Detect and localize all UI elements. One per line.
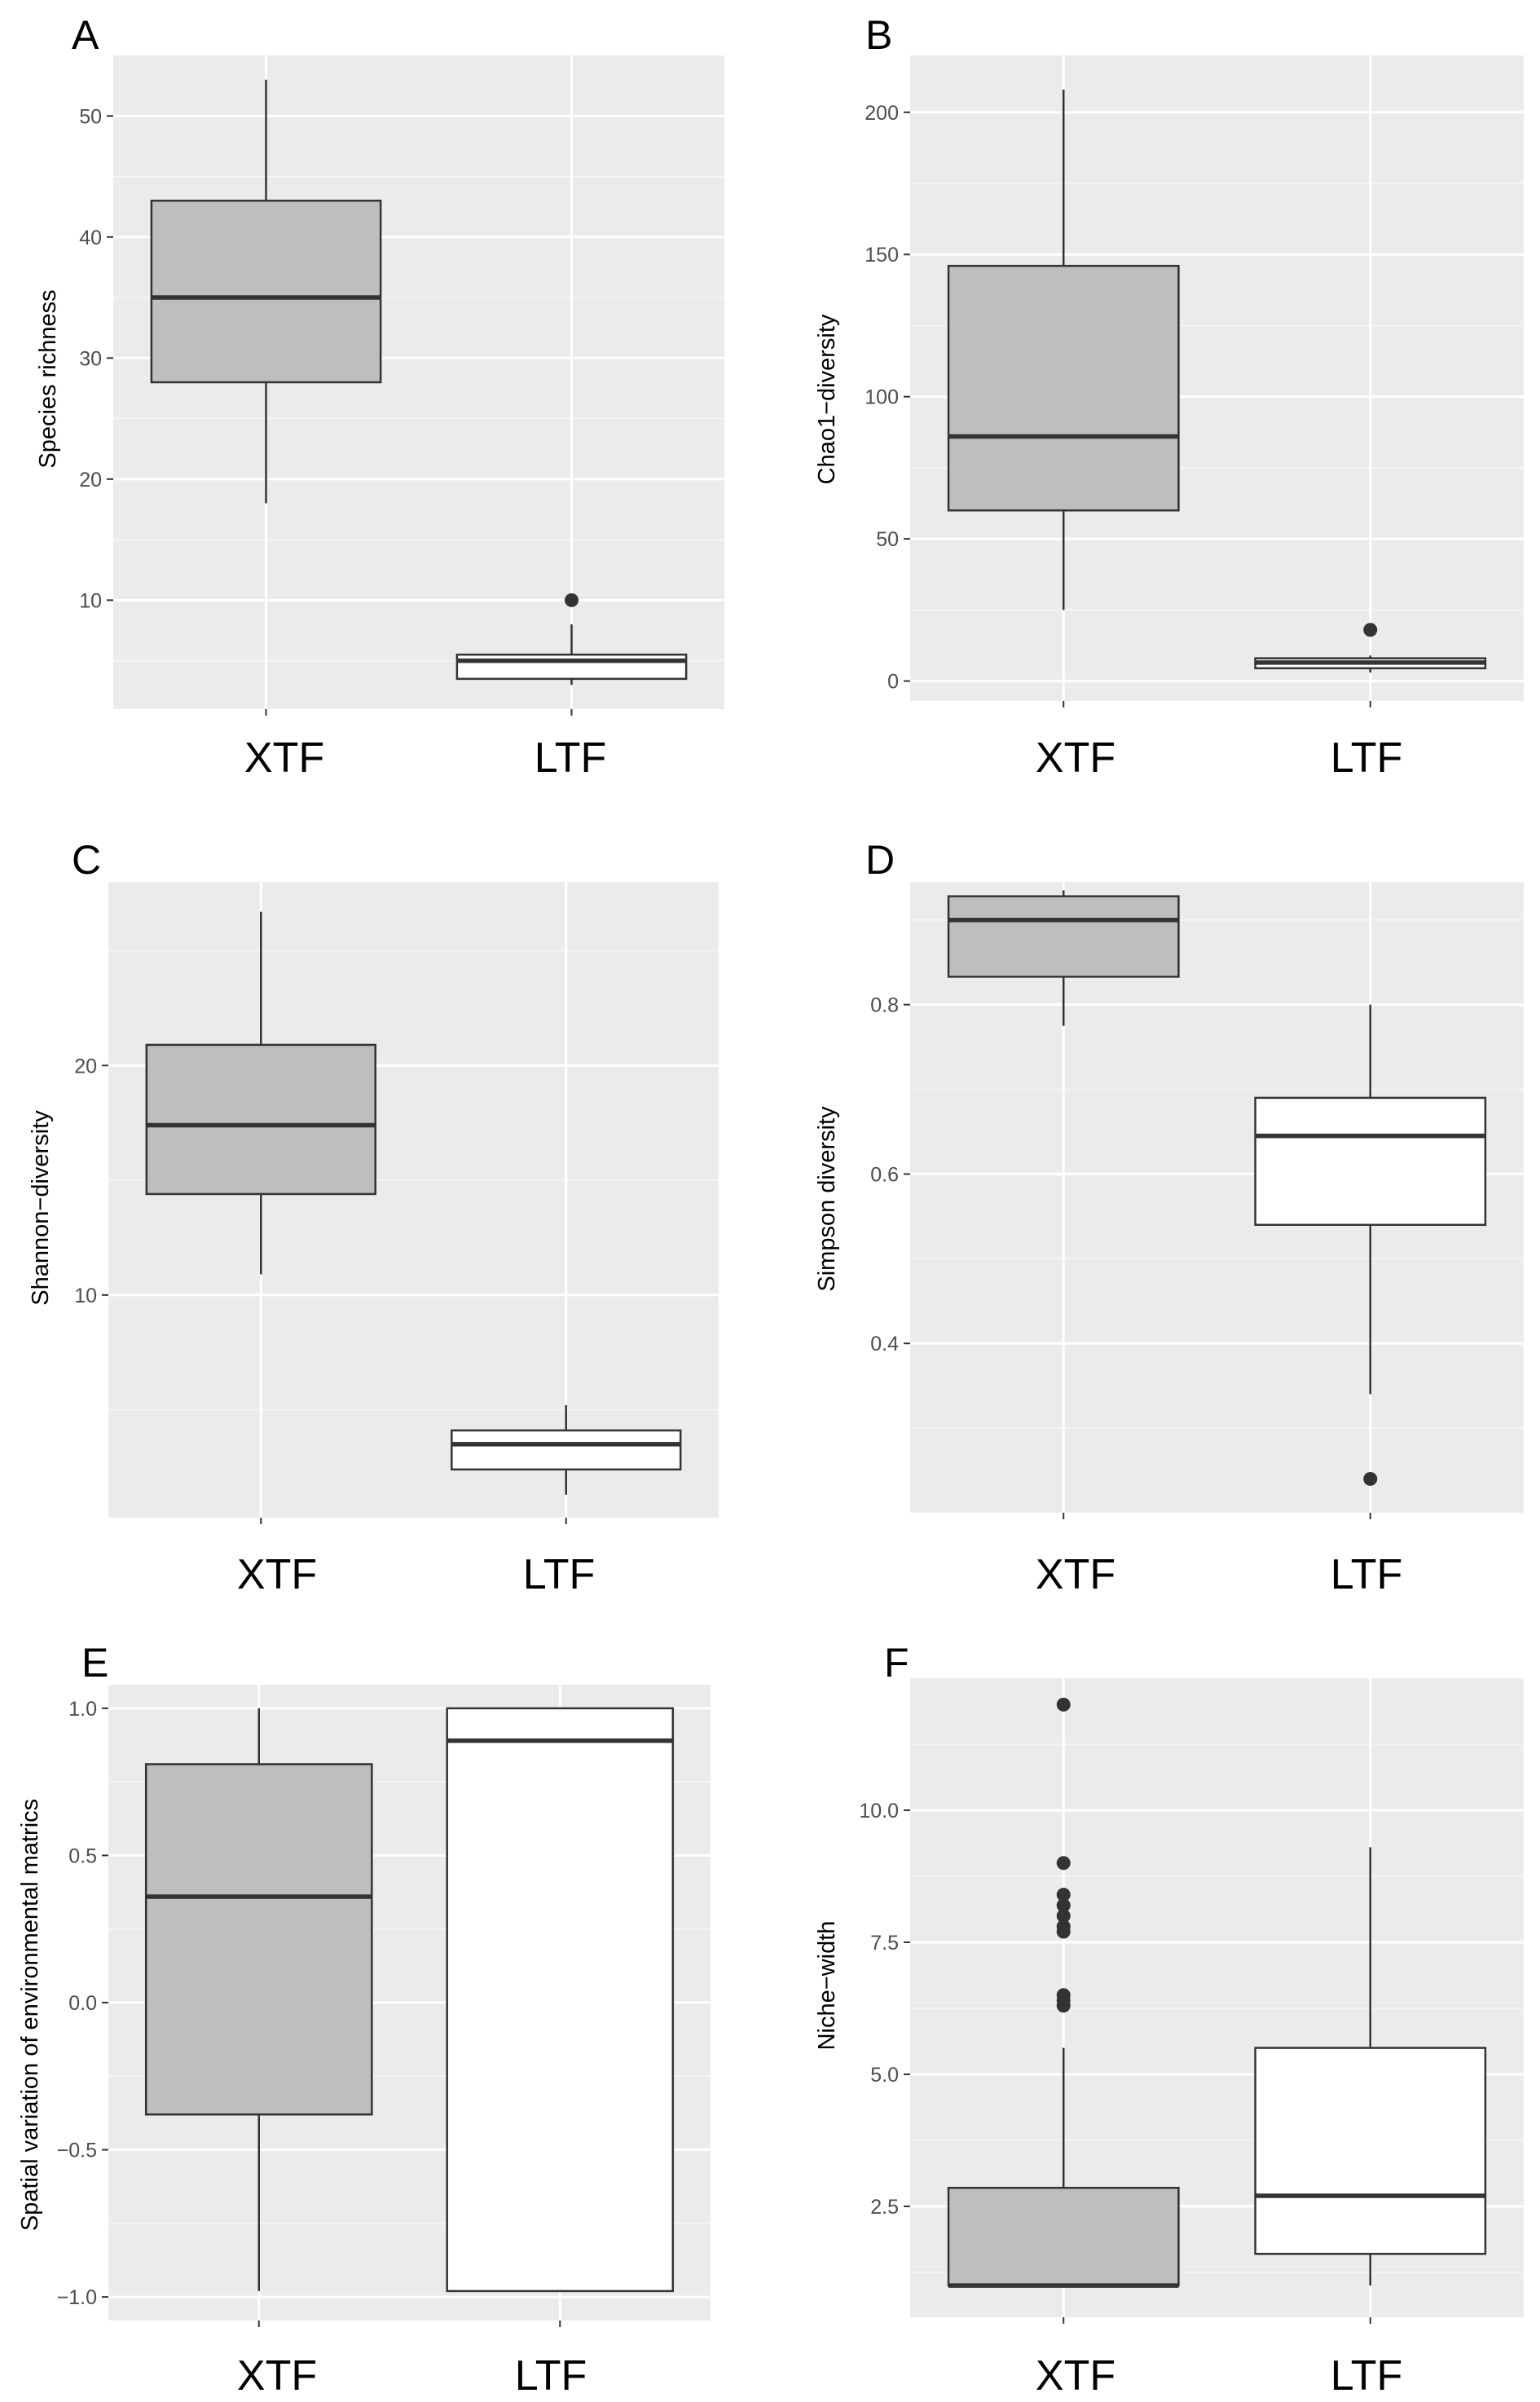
y-axis-label-e: Spatial variation of environmental matri… xyxy=(17,1799,43,2231)
y-tick-label-e-0: −1.0 xyxy=(57,2286,97,2309)
box-a-xtf xyxy=(150,199,382,384)
box-d-xtf xyxy=(947,895,1180,978)
y-tick-label-b-0: 0 xyxy=(887,671,899,694)
y-tick-label-b-3: 150 xyxy=(865,244,899,267)
box-c-xtf xyxy=(145,1043,376,1196)
y-tick-label-f-1: 5.0 xyxy=(870,2064,899,2087)
y-tick-label-e-3: 0.5 xyxy=(68,1844,97,1867)
outlier-point-a-ltf-0 xyxy=(565,593,579,607)
y-tick-label-d-1: 0.6 xyxy=(870,1163,899,1186)
x-category-label-c-xtf: XTF xyxy=(237,1551,317,1598)
x-category-label-c-ltf: LTF xyxy=(523,1551,596,1598)
panel-f: F *** Niche−width 2.55.07.510.0 XTF LTF xyxy=(814,1640,1524,2400)
y-tick-label-a-2: 30 xyxy=(79,347,102,370)
panel-letter-d: D xyxy=(865,837,895,883)
y-tick-label-e-1: −0.5 xyxy=(57,2140,97,2162)
y-tick-label-e-2: 0.0 xyxy=(68,1992,97,2015)
x-category-label-b-xtf: XTF xyxy=(1036,734,1115,782)
box-e-ltf xyxy=(446,1707,675,2293)
outlier-point-f-xtf-5 xyxy=(1056,1909,1071,1924)
x-category-label-a-xtf: XTF xyxy=(244,734,324,782)
y-tick-label-f-3: 10.0 xyxy=(859,1800,899,1822)
y-tick-label-b-1: 50 xyxy=(876,528,899,551)
x-category-label-d-ltf: LTF xyxy=(1331,1551,1403,1598)
box-a-ltf xyxy=(455,653,688,681)
x-category-label-d-xtf: XTF xyxy=(1036,1551,1115,1598)
x-category-label-b-ltf: LTF xyxy=(1331,734,1403,782)
box-d-ltf xyxy=(1254,1096,1487,1227)
panel-letter-c: C xyxy=(72,837,101,883)
y-tick-label-b-4: 200 xyxy=(865,102,899,125)
panel-background-c xyxy=(108,882,719,1518)
y-axis-label-c: Shannon−diversity xyxy=(28,1110,54,1306)
panel-d: D *** Simpson diversity 0.40.60.8 XTF LT… xyxy=(814,837,1524,1598)
x-category-label-e-xtf: XTF xyxy=(237,2352,317,2400)
y-tick-label-a-4: 50 xyxy=(79,105,102,128)
y-axis-label-d: Simpson diversity xyxy=(814,1106,840,1292)
box-f-xtf xyxy=(947,2187,1180,2287)
panel-letter-e: E xyxy=(81,1640,108,1686)
plot-area-c: 10 20 xyxy=(74,882,719,1524)
outlier-point-d-ltf-0 xyxy=(1363,1471,1378,1486)
y-axis-label-a: Species richness xyxy=(35,289,61,468)
y-axis-label-b: Chao1−diversity xyxy=(814,314,840,484)
box-f-ltf xyxy=(1254,2047,1487,2255)
outlier-point-f-xtf-7 xyxy=(1056,1888,1071,1902)
y-tick-label-d-2: 0.8 xyxy=(870,994,899,1017)
x-category-label-f-ltf: LTF xyxy=(1331,2352,1403,2400)
outlier-point-f-xtf-6 xyxy=(1056,1898,1071,1913)
x-category-label-a-ltf: LTF xyxy=(535,734,607,782)
y-tick-label-c-0: 10 xyxy=(74,1285,97,1307)
plot-area-b: 0 50 100 150 200 xyxy=(865,55,1524,707)
box-c-ltf xyxy=(451,1429,682,1471)
y-tick-label-b-2: 100 xyxy=(865,386,899,409)
y-tick-label-e-4: 1.0 xyxy=(68,1698,97,1721)
box-e-xtf xyxy=(144,1763,373,2116)
plot-area-e: −1.0 −0.5 0.0 0.5 1.0 xyxy=(57,1685,711,2327)
y-tick-label-a-0: 10 xyxy=(79,589,102,612)
y-tick-label-a-1: 20 xyxy=(79,469,102,491)
outlier-point-f-xtf-2 xyxy=(1056,1988,1071,2003)
plot-area-d: 0.4 0.6 0.8 xyxy=(870,882,1524,1519)
plot-area-f: 2.5 5.0 7.5 10.0 xyxy=(859,1678,1524,2324)
y-tick-label-a-3: 40 xyxy=(79,227,102,249)
outlier-point-f-xtf-4 xyxy=(1056,1919,1071,1934)
x-category-label-f-xtf: XTF xyxy=(1036,2352,1115,2400)
y-tick-label-d-0: 0.4 xyxy=(870,1333,899,1355)
x-category-label-e-ltf: LTF xyxy=(515,2352,587,2400)
y-tick-label-f-2: 7.5 xyxy=(870,1932,899,1955)
panel-e: E *** Spatial variation of environmental… xyxy=(17,1640,711,2400)
outlier-point-f-xtf-9 xyxy=(1056,1697,1071,1712)
box-b-xtf xyxy=(947,264,1180,512)
outlier-point-b-ltf-0 xyxy=(1363,623,1378,637)
outlier-point-f-xtf-8 xyxy=(1056,1856,1071,1871)
y-tick-label-c-1: 20 xyxy=(74,1055,97,1078)
panel-letter-f: F xyxy=(884,1640,909,1686)
y-tick-label-f-0: 2.5 xyxy=(870,2196,899,2219)
panel-letter-a: A xyxy=(72,12,99,58)
y-axis-label-f: Niche−width xyxy=(814,1921,840,2051)
panel-letter-b: B xyxy=(865,12,892,58)
plot-area-a: 10 20 30 40 50 xyxy=(79,55,724,716)
